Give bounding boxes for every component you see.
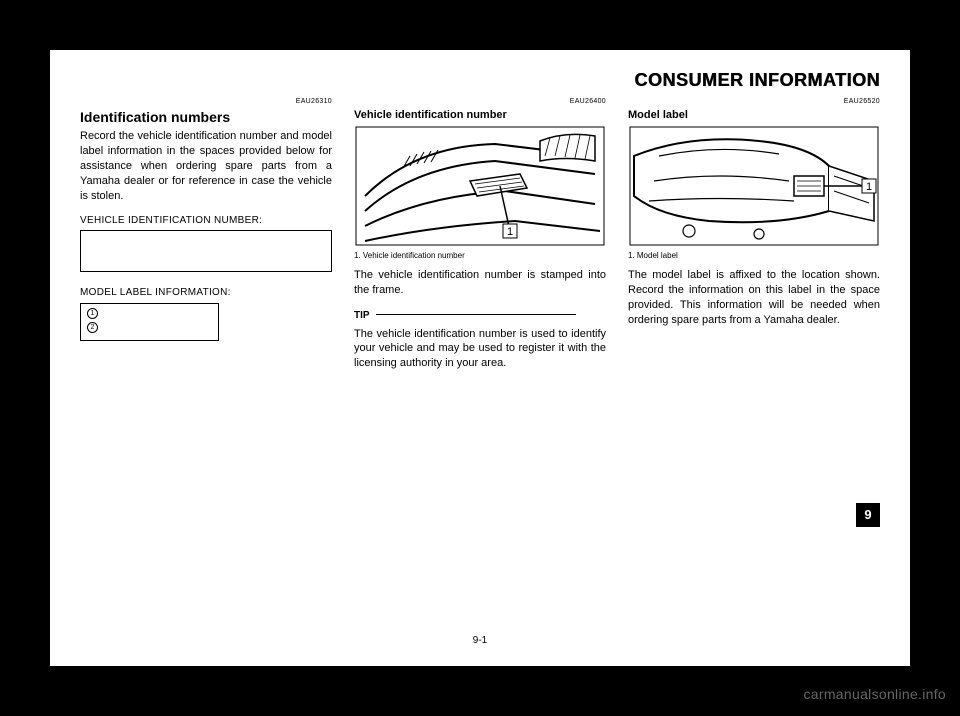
body-paragraph: The model label is affixed to the locati… <box>628 268 880 327</box>
svg-text:1: 1 <box>866 181 872 193</box>
reference-code: EAU26520 <box>628 97 880 106</box>
column-3: EAU26520 Model label <box>628 97 880 527</box>
model-row-2: 2 <box>87 322 212 336</box>
figure-caption: 1. Model label <box>628 251 880 262</box>
circled-2: 2 <box>87 322 98 333</box>
model-info-label: MODEL LABEL INFORMATION: <box>80 286 332 300</box>
model-label-figure: 1 <box>628 126 880 246</box>
watermark: carmanualsonline.info <box>804 686 947 702</box>
reference-code: EAU26400 <box>354 97 606 106</box>
tip-row: TIP <box>354 308 606 323</box>
body-paragraph: The vehicle identification number is sta… <box>354 268 606 298</box>
section-tab: 9 <box>856 503 880 527</box>
vin-input-box <box>80 230 332 272</box>
column-2: EAU26400 Vehicle identification number <box>354 97 606 527</box>
circled-1: 1 <box>87 308 98 319</box>
tip-label: TIP <box>354 309 370 323</box>
tip-paragraph: The vehicle identification number is use… <box>354 327 606 372</box>
figure-caption: 1. Vehicle identification number <box>354 251 606 262</box>
page-header: CONSUMER INFORMATION <box>80 70 880 91</box>
page-number: 9-1 <box>50 635 910 646</box>
model-row-1: 1 <box>87 308 212 322</box>
vin-label: VEHICLE IDENTIFICATION NUMBER: <box>80 214 332 228</box>
model-info-box: 1 2 <box>80 303 219 341</box>
manual-page: CONSUMER INFORMATION EAU26310 Identifica… <box>50 50 910 666</box>
sub-heading: Model label <box>628 108 880 123</box>
reference-code: EAU26310 <box>80 97 332 106</box>
intro-paragraph: Record the vehicle identification number… <box>80 129 332 203</box>
content-columns: EAU26310 Identification numbers Record t… <box>80 97 880 527</box>
svg-text:1: 1 <box>507 226 513 238</box>
vin-figure: 1 <box>354 126 606 246</box>
section-heading: Identification numbers <box>80 108 332 127</box>
column-1: EAU26310 Identification numbers Record t… <box>80 97 332 527</box>
tip-rule <box>376 314 576 315</box>
sub-heading: Vehicle identification number <box>354 108 606 123</box>
